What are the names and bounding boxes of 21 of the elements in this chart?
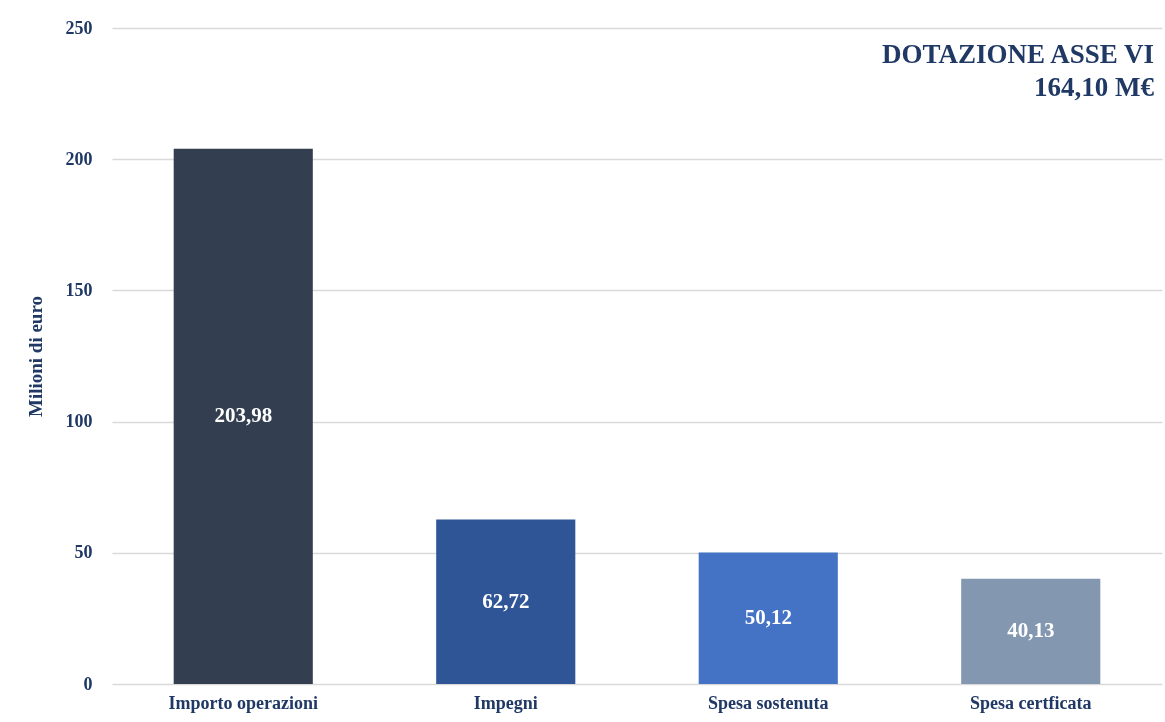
y-axis-title: Milioni di euro [24,295,46,418]
x-tick-label: Impegni [473,692,538,713]
bar [173,148,313,684]
bar [436,519,576,684]
bar [961,578,1101,684]
data-label: 40,13 [1007,618,1055,643]
annotation: 164,10 M€ [1034,72,1155,102]
y-tick-label: 250 [65,17,93,38]
x-tick-label: Spesa certficata [970,692,1092,713]
y-tick-label: 50 [74,542,93,563]
annotation: DOTAZIONE ASSE VI [881,39,1154,69]
x-tick-label: Spesa sostenuta [707,692,829,713]
bar [698,552,838,684]
x-tick-label: Importo operazioni [168,692,318,713]
data-label: 62,72 [482,588,530,613]
y-tick-label: 150 [65,279,93,300]
data-label: 203,98 [214,403,273,428]
y-tick-label: 0 [83,673,93,694]
data-label: 50,12 [744,605,792,630]
y-tick-label: 100 [65,411,93,432]
y-tick-label: 200 [65,148,93,169]
